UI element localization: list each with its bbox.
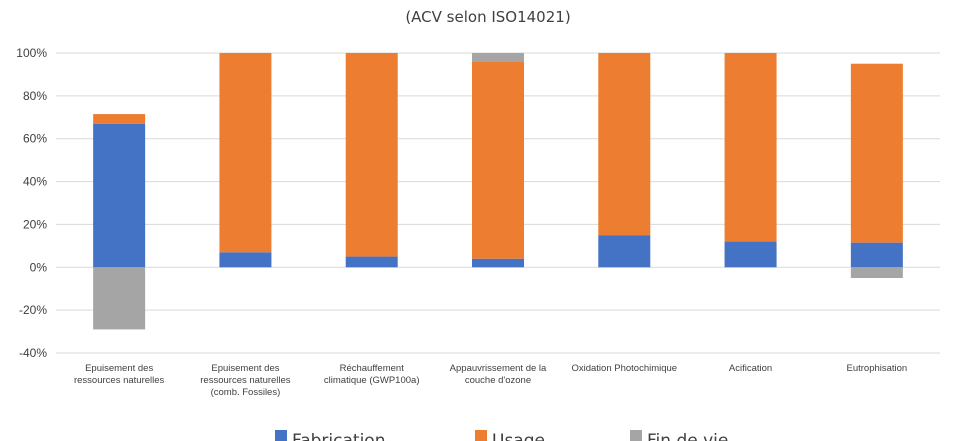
y-tick-label: 80% (23, 89, 47, 103)
legend-swatch (475, 430, 487, 441)
bar-fin-de-vie (93, 267, 146, 330)
bar-fabrication (219, 252, 272, 268)
chart-title: (ACV selon ISO14021) (405, 8, 570, 26)
y-tick-label: 0% (30, 260, 48, 274)
category-label-line: Réchauffement (340, 363, 405, 374)
category-label-line: Appauvrissement de la (450, 363, 547, 374)
category-label-line: Eutrophisation (846, 363, 907, 374)
category-label: Eutrophisation (846, 363, 907, 374)
y-tick-label: 40% (23, 175, 47, 189)
category-label-line: Oxidation Photochimique (571, 363, 677, 374)
bar-fabrication (850, 242, 903, 268)
y-tick-label: 60% (23, 132, 47, 146)
x-axis: Epuisement des ressources naturellesEpuis… (74, 363, 907, 398)
bar-fabrication (93, 123, 146, 268)
category-label-line: (comb. Fossiles) (211, 387, 281, 398)
category-label: Acification (729, 363, 772, 374)
bar-usage (93, 114, 146, 124)
category-label: Appauvrissement de la couche d'ozone (450, 363, 547, 386)
category-label-line: couche d'ozone (465, 375, 531, 386)
y-axis: 100% 80% 60% 40% 20% 0% -20% -40% (16, 46, 47, 360)
legend: Fabrication Usage Fin de vie (275, 430, 728, 441)
bar-fabrication (472, 258, 524, 268)
legend-label: Usage (492, 431, 545, 441)
bar-fabrication (724, 241, 777, 268)
legend-label: Fin de vie (647, 431, 728, 441)
category-label: Epuisement des ressources naturelles (comb… (200, 363, 291, 398)
y-tick-label: -40% (19, 346, 47, 360)
category-label: Oxidation Photochimique (571, 363, 677, 374)
y-tick-label: -20% (19, 303, 47, 317)
category-label-line: ressources naturelles (200, 375, 291, 386)
category-label-line: Epuisement des (211, 363, 279, 374)
y-tick-label: 20% (23, 217, 47, 231)
category-label: Epuisement des ressources naturelles (74, 363, 165, 386)
bar-fin-de-vie (850, 267, 903, 278)
bar-usage (219, 53, 272, 253)
bar-usage (724, 53, 777, 242)
bar-usage (345, 53, 398, 257)
y-tick-label: 100% (16, 46, 47, 60)
bars (93, 53, 903, 330)
category-label-line: Acification (729, 363, 772, 374)
bar-fin-de-vie (472, 53, 524, 62)
category-label-line: climatique (GWP100a) (324, 375, 420, 386)
bar-usage (598, 53, 651, 236)
bar-fabrication (598, 235, 651, 268)
bar-usage (472, 61, 524, 259)
category-label-line: ressources naturelles (74, 375, 165, 386)
category-label-line: Epuisement des (85, 363, 153, 374)
bar-usage (850, 63, 903, 243)
bar-fabrication (345, 256, 398, 268)
legend-label: Fabrication (292, 431, 385, 441)
category-label: Réchauffement climatique (GWP100a) (324, 363, 420, 386)
legend-swatch (630, 430, 642, 441)
legend-swatch (275, 430, 287, 441)
